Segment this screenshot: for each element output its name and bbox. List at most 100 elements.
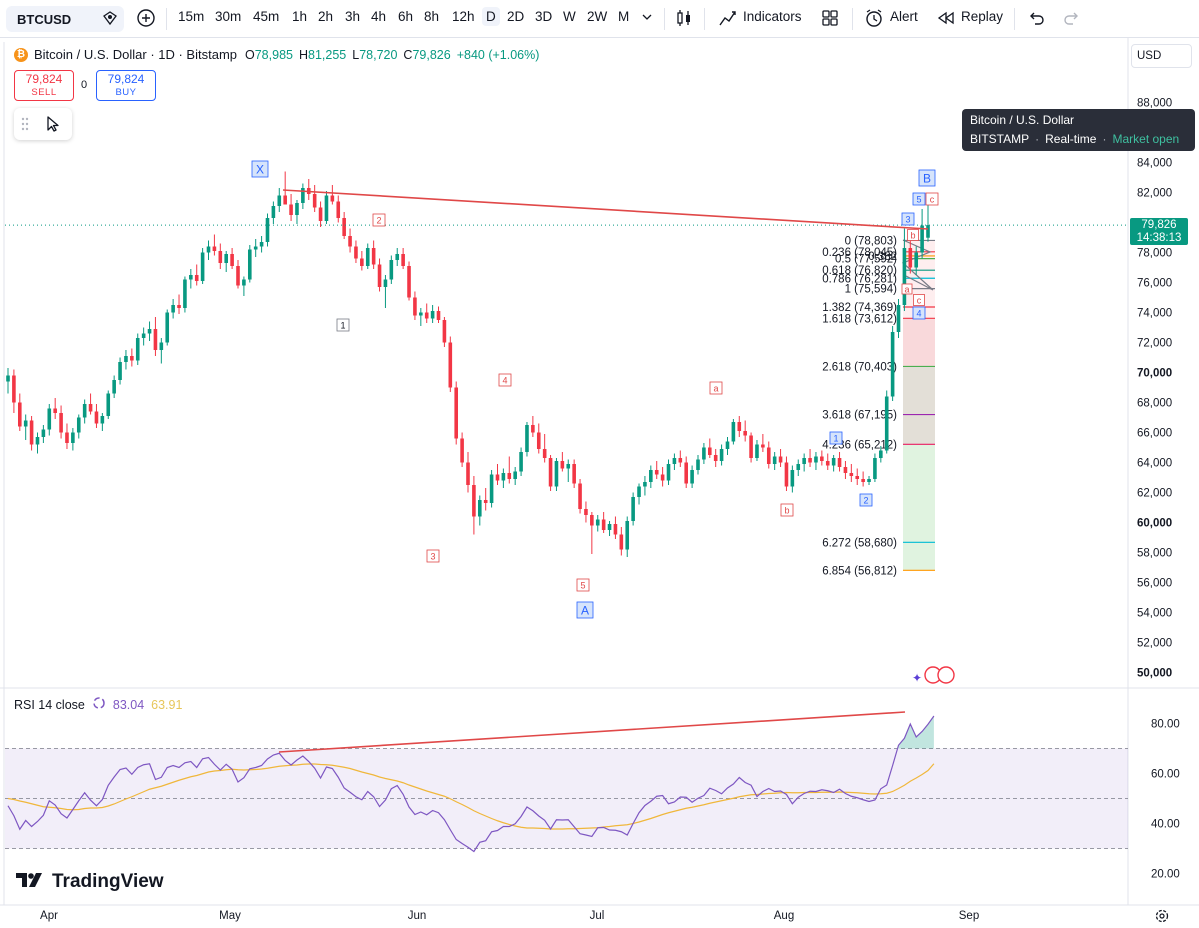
candle xyxy=(271,201,276,224)
wave-label[interactable]: 3 xyxy=(901,212,915,226)
wave-label[interactable]: X xyxy=(251,160,269,178)
candle xyxy=(536,423,541,454)
replay-button[interactable]: Replay xyxy=(961,9,1004,24)
timeframe-12h-button[interactable]: 12h xyxy=(452,9,475,24)
timeframe-2d-button[interactable]: 2D xyxy=(507,9,525,24)
timeframe-1h-button[interactable]: 1h xyxy=(292,9,308,24)
timeframe-4h-button[interactable]: 4h xyxy=(371,9,387,24)
redo-icon[interactable] xyxy=(1062,8,1082,28)
price-axis-label: 58,000 xyxy=(1137,548,1172,560)
wave-label[interactable]: 3 xyxy=(426,549,440,563)
wave-label[interactable]: A xyxy=(576,601,594,619)
wave-label[interactable]: a xyxy=(901,283,913,295)
candle xyxy=(153,317,158,356)
timeframe-w-button[interactable]: W xyxy=(563,9,576,24)
wave-label-text: B xyxy=(923,172,931,186)
fib-zone-mid xyxy=(903,366,935,445)
timeframe-15m-button[interactable]: 15m xyxy=(178,9,205,24)
candle-body xyxy=(29,420,34,445)
indicators-button[interactable]: Indicators xyxy=(743,9,802,24)
alert-button[interactable]: Alert xyxy=(890,9,918,24)
wave-label[interactable]: b xyxy=(907,229,919,241)
sell-button[interactable]: 79,824 SELL xyxy=(14,70,74,101)
candle xyxy=(224,251,229,272)
candle-body xyxy=(601,519,606,530)
indicators-icon[interactable] xyxy=(718,8,738,28)
layouts-grid-icon[interactable] xyxy=(820,8,840,28)
wave-label[interactable]: 2 xyxy=(859,493,873,507)
timeframe-30m-button[interactable]: 30m xyxy=(215,9,242,24)
symbol-search[interactable]: BTCUSD xyxy=(6,6,124,32)
undo-icon[interactable] xyxy=(1026,8,1046,28)
timeframe-2h-button[interactable]: 2h xyxy=(318,9,334,24)
candle-body xyxy=(59,413,63,433)
timeframe-m-button[interactable]: M xyxy=(618,9,630,24)
candle-body xyxy=(578,483,582,509)
wave-label[interactable]: c xyxy=(925,192,939,206)
candle xyxy=(908,239,913,274)
wave-label-box xyxy=(372,213,386,227)
timeframe-3h-button[interactable]: 3h xyxy=(345,9,361,24)
cursor-arrow-icon[interactable] xyxy=(44,115,62,138)
candle-body xyxy=(814,456,818,463)
candle-body xyxy=(242,279,246,286)
candles-chart-type-icon[interactable] xyxy=(674,8,694,28)
candle xyxy=(890,326,895,401)
candle-body xyxy=(879,450,883,458)
currency-select[interactable]: USD xyxy=(1131,44,1192,68)
timeframe-d-button[interactable]: D xyxy=(482,7,500,26)
timeframe-6h-button[interactable]: 6h xyxy=(398,9,414,24)
buy-button[interactable]: 79,824 BUY xyxy=(96,70,156,101)
wave-label[interactable]: 1 xyxy=(829,431,843,445)
candle-body xyxy=(94,411,99,424)
candle-body xyxy=(253,246,258,250)
drag-handle-icon[interactable] xyxy=(20,116,30,137)
candle xyxy=(389,255,394,284)
timeframe-dropdown-icon[interactable] xyxy=(640,10,660,30)
wave-label[interactable]: 5 xyxy=(576,578,590,592)
wave-label[interactable]: 5 xyxy=(912,192,926,206)
alarm-clock-icon[interactable] xyxy=(864,8,884,28)
candle-body xyxy=(649,470,653,482)
tradingview-logo[interactable]: TradingView xyxy=(16,871,164,893)
candle xyxy=(542,434,547,463)
candle-body xyxy=(896,305,901,332)
wave-label[interactable]: 2 xyxy=(372,213,386,227)
candle-body xyxy=(177,305,181,308)
candle xyxy=(855,468,860,485)
replay-icon[interactable] xyxy=(936,8,956,28)
timeframe-45m-button[interactable]: 45m xyxy=(253,9,280,24)
candle-body xyxy=(902,248,907,305)
candle xyxy=(377,258,382,292)
symbol-target-icon[interactable] xyxy=(102,10,118,29)
candle-body xyxy=(590,515,594,526)
candle xyxy=(814,452,818,470)
toolbar-divider xyxy=(704,8,705,30)
wave-label[interactable]: 1 xyxy=(336,318,350,332)
candle-body xyxy=(631,497,635,521)
economic-events-icon[interactable]: ✦ xyxy=(912,666,955,685)
candle-body xyxy=(159,342,164,350)
candle xyxy=(342,212,346,239)
fib-level-label: 1 (75,594) xyxy=(845,284,898,296)
wave-label[interactable]: a xyxy=(709,381,723,395)
timeframe-3d-button[interactable]: 3D xyxy=(535,9,553,24)
candle-body xyxy=(607,524,612,530)
price-axis-label: 52,000 xyxy=(1137,638,1172,650)
rsi-settings-icon[interactable] xyxy=(92,696,106,713)
timeframe-8h-button[interactable]: 8h xyxy=(424,9,440,24)
wave-label[interactable]: c xyxy=(913,294,925,306)
wave-label[interactable]: b xyxy=(780,503,794,517)
add-symbol-icon[interactable] xyxy=(136,8,156,28)
chart-settings-icon[interactable] xyxy=(1155,909,1169,923)
legend-title: Bitcoin / U.S. Dollar · 1D · Bitstamp xyxy=(34,47,237,62)
candle xyxy=(778,449,783,467)
candle xyxy=(159,338,164,364)
wave-label[interactable]: 4 xyxy=(498,373,512,387)
wave-label[interactable]: 4 xyxy=(912,306,926,320)
wave-label[interactable]: B xyxy=(918,169,936,187)
candle xyxy=(713,449,718,467)
timeframe-2w-button[interactable]: 2W xyxy=(587,9,608,24)
candle xyxy=(135,333,140,365)
